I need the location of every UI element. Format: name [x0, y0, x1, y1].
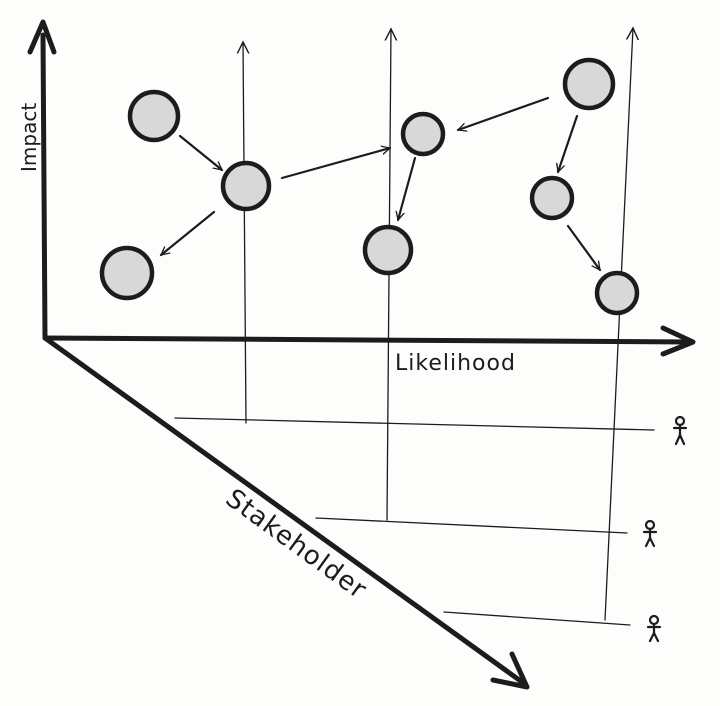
stakeholder-axis — [42, 335, 530, 690]
relation-arrows — [159, 96, 602, 272]
risk-node — [400, 111, 446, 157]
impact-axis-label: Impact — [17, 103, 41, 172]
risk-node — [362, 224, 414, 276]
risk-node — [594, 270, 640, 316]
likelihood-axis — [42, 325, 696, 357]
stakeholder-axis-label: Stakeholder — [220, 483, 372, 605]
risk-node — [99, 245, 155, 301]
stakeholder-guides — [174, 417, 655, 626]
stick-figure-icon — [642, 519, 658, 548]
likelihood-axis-label: Likelihood — [395, 351, 516, 376]
risk-node — [562, 57, 616, 111]
risk-node — [127, 89, 181, 143]
risk-node — [220, 160, 272, 212]
stick-figure-icon — [646, 614, 662, 643]
stick-figure-icon — [672, 415, 688, 446]
risk-node — [529, 175, 575, 221]
impact-axis — [27, 19, 57, 341]
risk-nodes — [99, 57, 640, 316]
